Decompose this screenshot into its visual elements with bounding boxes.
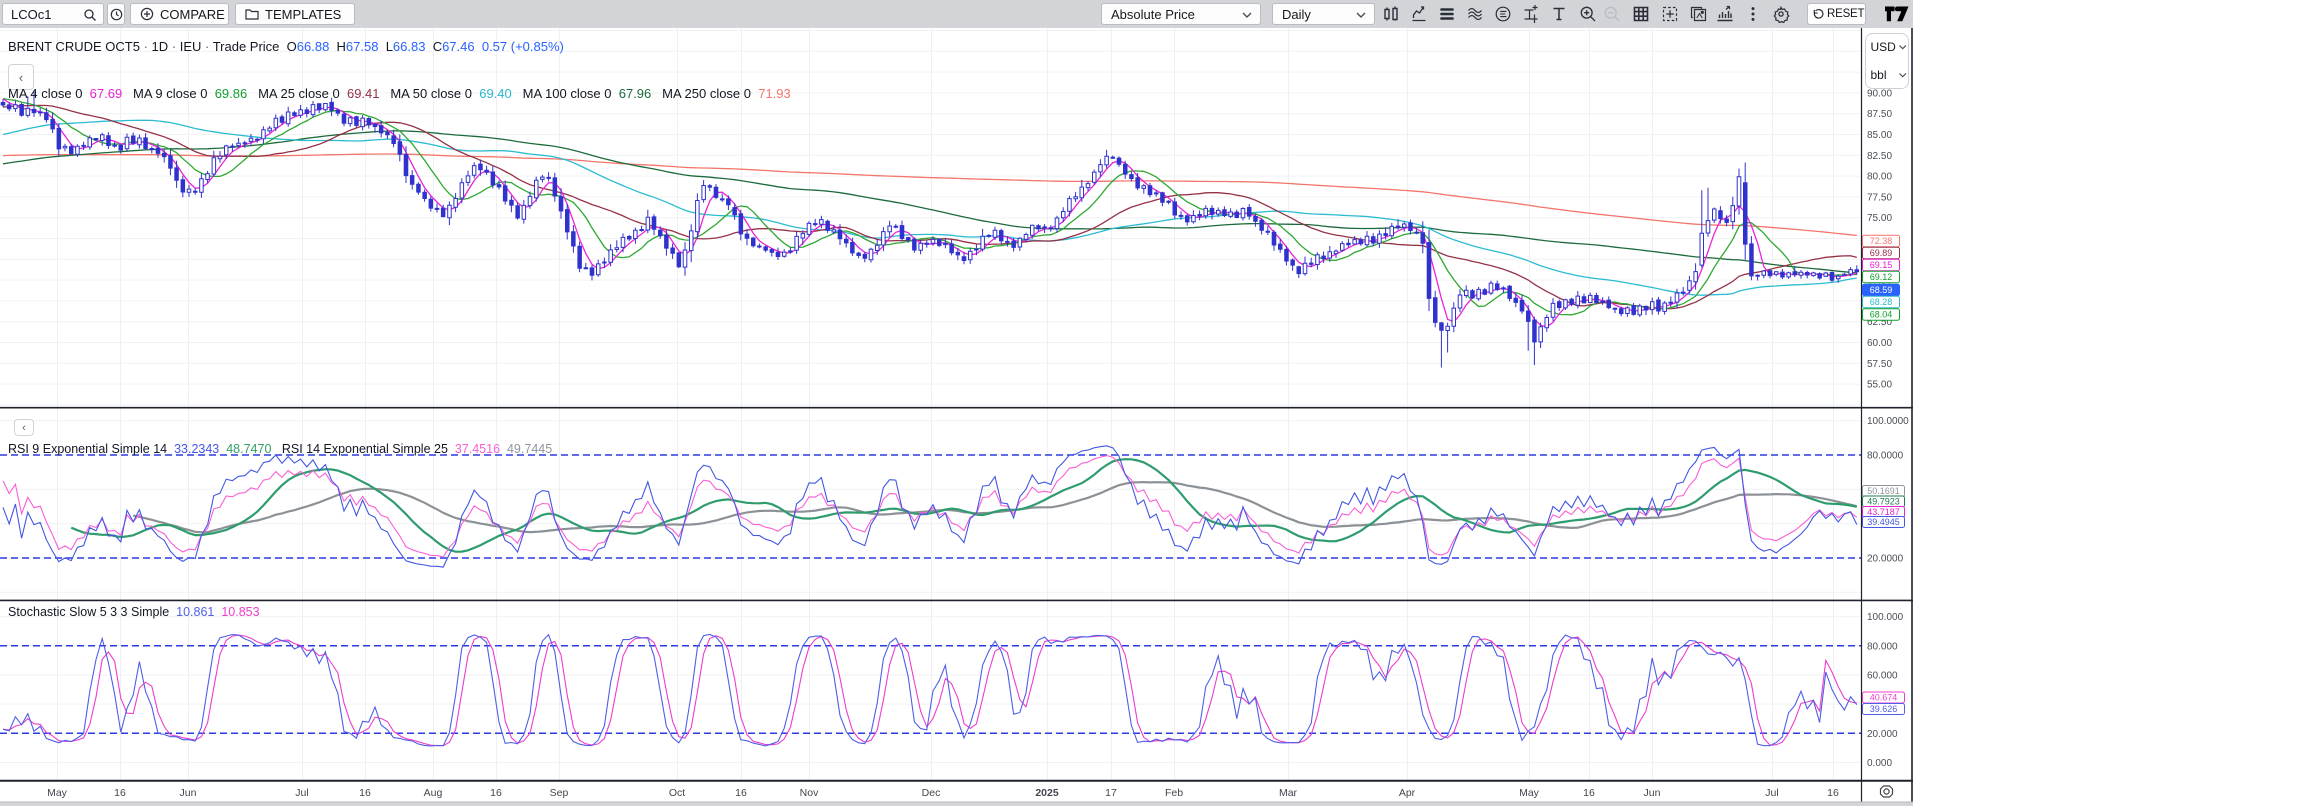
- svg-text:69.12: 69.12: [1870, 272, 1893, 282]
- svg-text:16: 16: [1827, 787, 1839, 799]
- svg-text:60.00: 60.00: [1867, 338, 1892, 349]
- svg-text:16: 16: [114, 787, 126, 799]
- svg-text:May: May: [1519, 787, 1540, 799]
- svg-text:bbl: bbl: [1871, 68, 1887, 82]
- svg-text:Jul: Jul: [295, 787, 308, 799]
- svg-text:Apr: Apr: [1399, 787, 1416, 799]
- svg-text:80.0000: 80.0000: [1867, 451, 1904, 462]
- svg-text:USD: USD: [1871, 40, 1897, 54]
- svg-text:43.7187: 43.7187: [1867, 507, 1900, 517]
- svg-text:Jun: Jun: [180, 787, 197, 799]
- svg-text:May: May: [47, 787, 68, 799]
- svg-text:77.50: 77.50: [1867, 192, 1892, 203]
- svg-text:17: 17: [1105, 787, 1117, 799]
- svg-text:20.0000: 20.0000: [1867, 554, 1904, 565]
- svg-text:Sep: Sep: [550, 787, 569, 799]
- svg-text:80.000: 80.000: [1867, 641, 1898, 652]
- svg-text:82.50: 82.50: [1867, 151, 1892, 162]
- svg-text:87.50: 87.50: [1867, 109, 1892, 120]
- svg-text:16: 16: [490, 787, 502, 799]
- svg-text:39.4945: 39.4945: [1867, 517, 1900, 527]
- svg-text:85.00: 85.00: [1867, 130, 1892, 141]
- svg-text:57.50: 57.50: [1867, 359, 1892, 370]
- svg-text:55.00: 55.00: [1867, 380, 1892, 391]
- svg-text:20.000: 20.000: [1867, 729, 1898, 740]
- svg-text:16: 16: [735, 787, 747, 799]
- svg-text:100.000: 100.000: [1867, 612, 1904, 623]
- svg-text:Jul: Jul: [1765, 787, 1778, 799]
- svg-text:50.1691: 50.1691: [1867, 486, 1900, 496]
- svg-text:Mar: Mar: [1279, 787, 1298, 799]
- svg-text:62.50: 62.50: [1867, 317, 1892, 328]
- svg-text:69.15: 69.15: [1870, 260, 1893, 270]
- svg-text:49.7923: 49.7923: [1867, 497, 1900, 507]
- svg-text:75.00: 75.00: [1867, 213, 1892, 224]
- svg-text:60.000: 60.000: [1867, 671, 1898, 682]
- svg-text:68.28: 68.28: [1870, 297, 1893, 307]
- svg-text:0.000: 0.000: [1867, 758, 1892, 769]
- svg-text:Jun: Jun: [1644, 787, 1661, 799]
- svg-text:Feb: Feb: [1165, 787, 1183, 799]
- svg-text:80.00: 80.00: [1867, 172, 1892, 183]
- svg-text:Aug: Aug: [424, 787, 443, 799]
- svg-text:39.626: 39.626: [1870, 704, 1898, 714]
- svg-text:90.00: 90.00: [1867, 88, 1892, 99]
- svg-text:68.59: 68.59: [1870, 285, 1893, 295]
- svg-text:72.38: 72.38: [1870, 236, 1893, 246]
- svg-text:16: 16: [1583, 787, 1595, 799]
- svg-text:Dec: Dec: [922, 787, 941, 799]
- svg-text:16: 16: [359, 787, 371, 799]
- svg-text:100.0000: 100.0000: [1867, 416, 1909, 427]
- svg-text:68.04: 68.04: [1870, 310, 1893, 320]
- svg-text:2025: 2025: [1035, 787, 1059, 799]
- svg-text:Oct: Oct: [669, 787, 685, 799]
- svg-text:Nov: Nov: [800, 787, 819, 799]
- svg-text:69.89: 69.89: [1870, 248, 1893, 258]
- svg-text:40.674: 40.674: [1870, 693, 1898, 703]
